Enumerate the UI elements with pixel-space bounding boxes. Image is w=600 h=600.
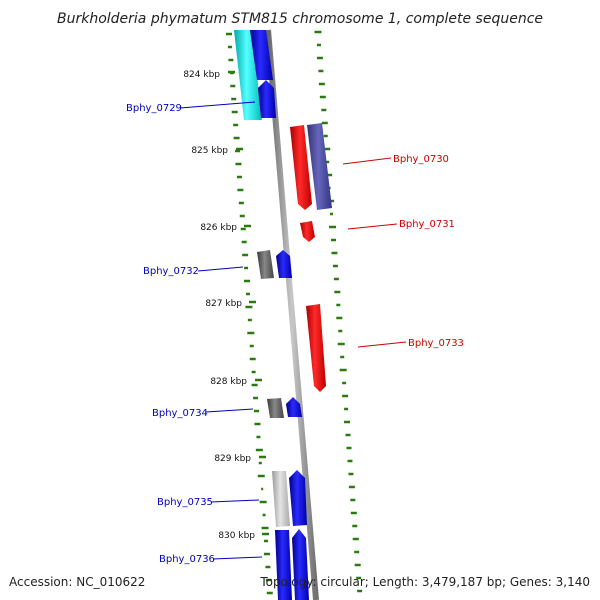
scale-label: 827 kbp (205, 299, 242, 309)
leader-line (357, 341, 407, 348)
scale-label: 829 kbp (214, 454, 251, 464)
gene-label[interactable]: Bphy_0735 (157, 497, 213, 508)
gene-arrow (234, 30, 262, 120)
gene-arrow (257, 250, 274, 279)
gene-label[interactable]: Bphy_0733 (408, 338, 464, 349)
gene-features (234, 30, 332, 600)
gene-arrow (289, 470, 307, 526)
gene-arrow (258, 80, 276, 118)
gene-arrow (276, 250, 292, 278)
leader-line (197, 266, 244, 272)
leader-line (179, 101, 256, 109)
accession-text: Accession: NC_010622 (9, 575, 145, 589)
gene-arrow (307, 123, 332, 210)
gene-arrow (292, 529, 309, 600)
gene-arrow (267, 398, 284, 418)
scale-label: 824 kbp (183, 70, 220, 80)
gene-label[interactable]: Bphy_0731 (399, 219, 455, 230)
gene-arrow (275, 530, 292, 600)
gene-label-leaders (179, 101, 407, 560)
gene-arrow (286, 397, 302, 417)
scale-labels: 824 kbp 825 kbp 826 kbp 827 kbp 828 kbp … (183, 70, 255, 541)
gene-label[interactable]: Bphy_0729 (126, 103, 182, 114)
gc-content-ticks (226, 30, 363, 595)
scale-label: 825 kbp (191, 146, 228, 156)
gene-arrow (290, 125, 312, 210)
gene-label[interactable]: Bphy_0736 (159, 554, 215, 565)
scale-marks (228, 70, 269, 536)
gene-label[interactable]: Bphy_0730 (393, 154, 449, 165)
gene-arrow (272, 471, 290, 527)
scale-label: 828 kbp (210, 377, 247, 387)
gene-labels: Bphy_0729 Bphy_0730 Bphy_0731 Bphy_0732 … (126, 103, 464, 565)
leader-line (212, 556, 263, 560)
leader-line (342, 157, 392, 165)
gene-arrow (250, 30, 273, 80)
map-title: Burkholderia phymatum STM815 chromosome … (57, 11, 543, 27)
leader-line (205, 408, 254, 413)
scale-label: 830 kbp (218, 531, 255, 541)
gene-arrow (300, 221, 315, 242)
gene-label[interactable]: Bphy_0732 (143, 266, 199, 277)
gene-arrow (306, 304, 326, 392)
gene-label[interactable]: Bphy_0734 (152, 408, 208, 419)
leader-line (210, 499, 260, 503)
sequence-summary-text: Topology: circular; Length: 3,479,187 bp… (259, 575, 590, 589)
scale-label: 826 kbp (200, 223, 237, 233)
leader-line (347, 223, 398, 230)
